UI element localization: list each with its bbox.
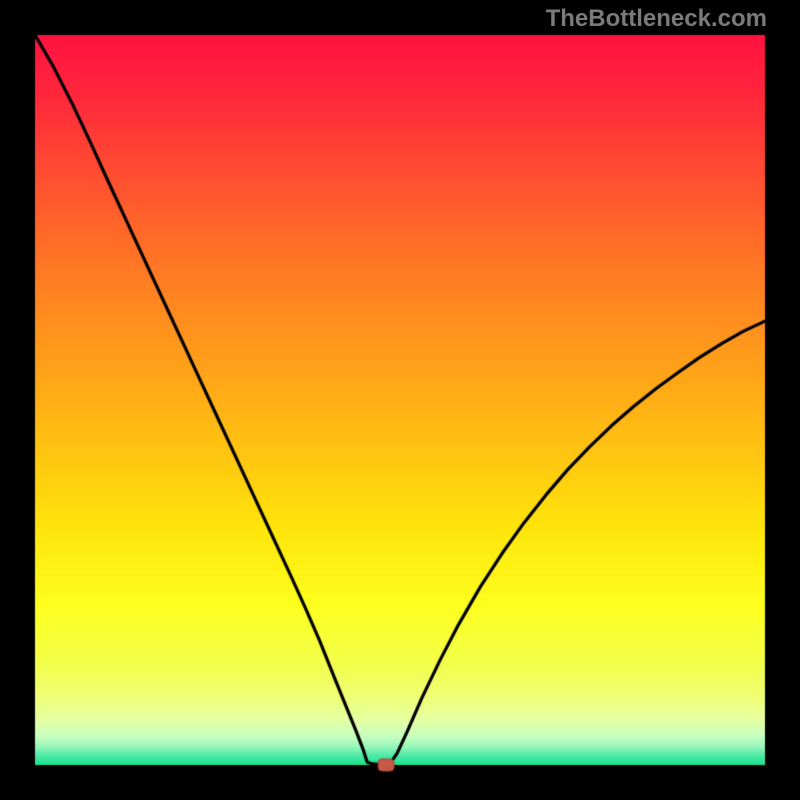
watermark-text: TheBottleneck.com bbox=[546, 5, 767, 33]
bottleneck-curve-plot bbox=[0, 0, 800, 800]
chart-stage: TheBottleneck.com bbox=[0, 0, 800, 800]
